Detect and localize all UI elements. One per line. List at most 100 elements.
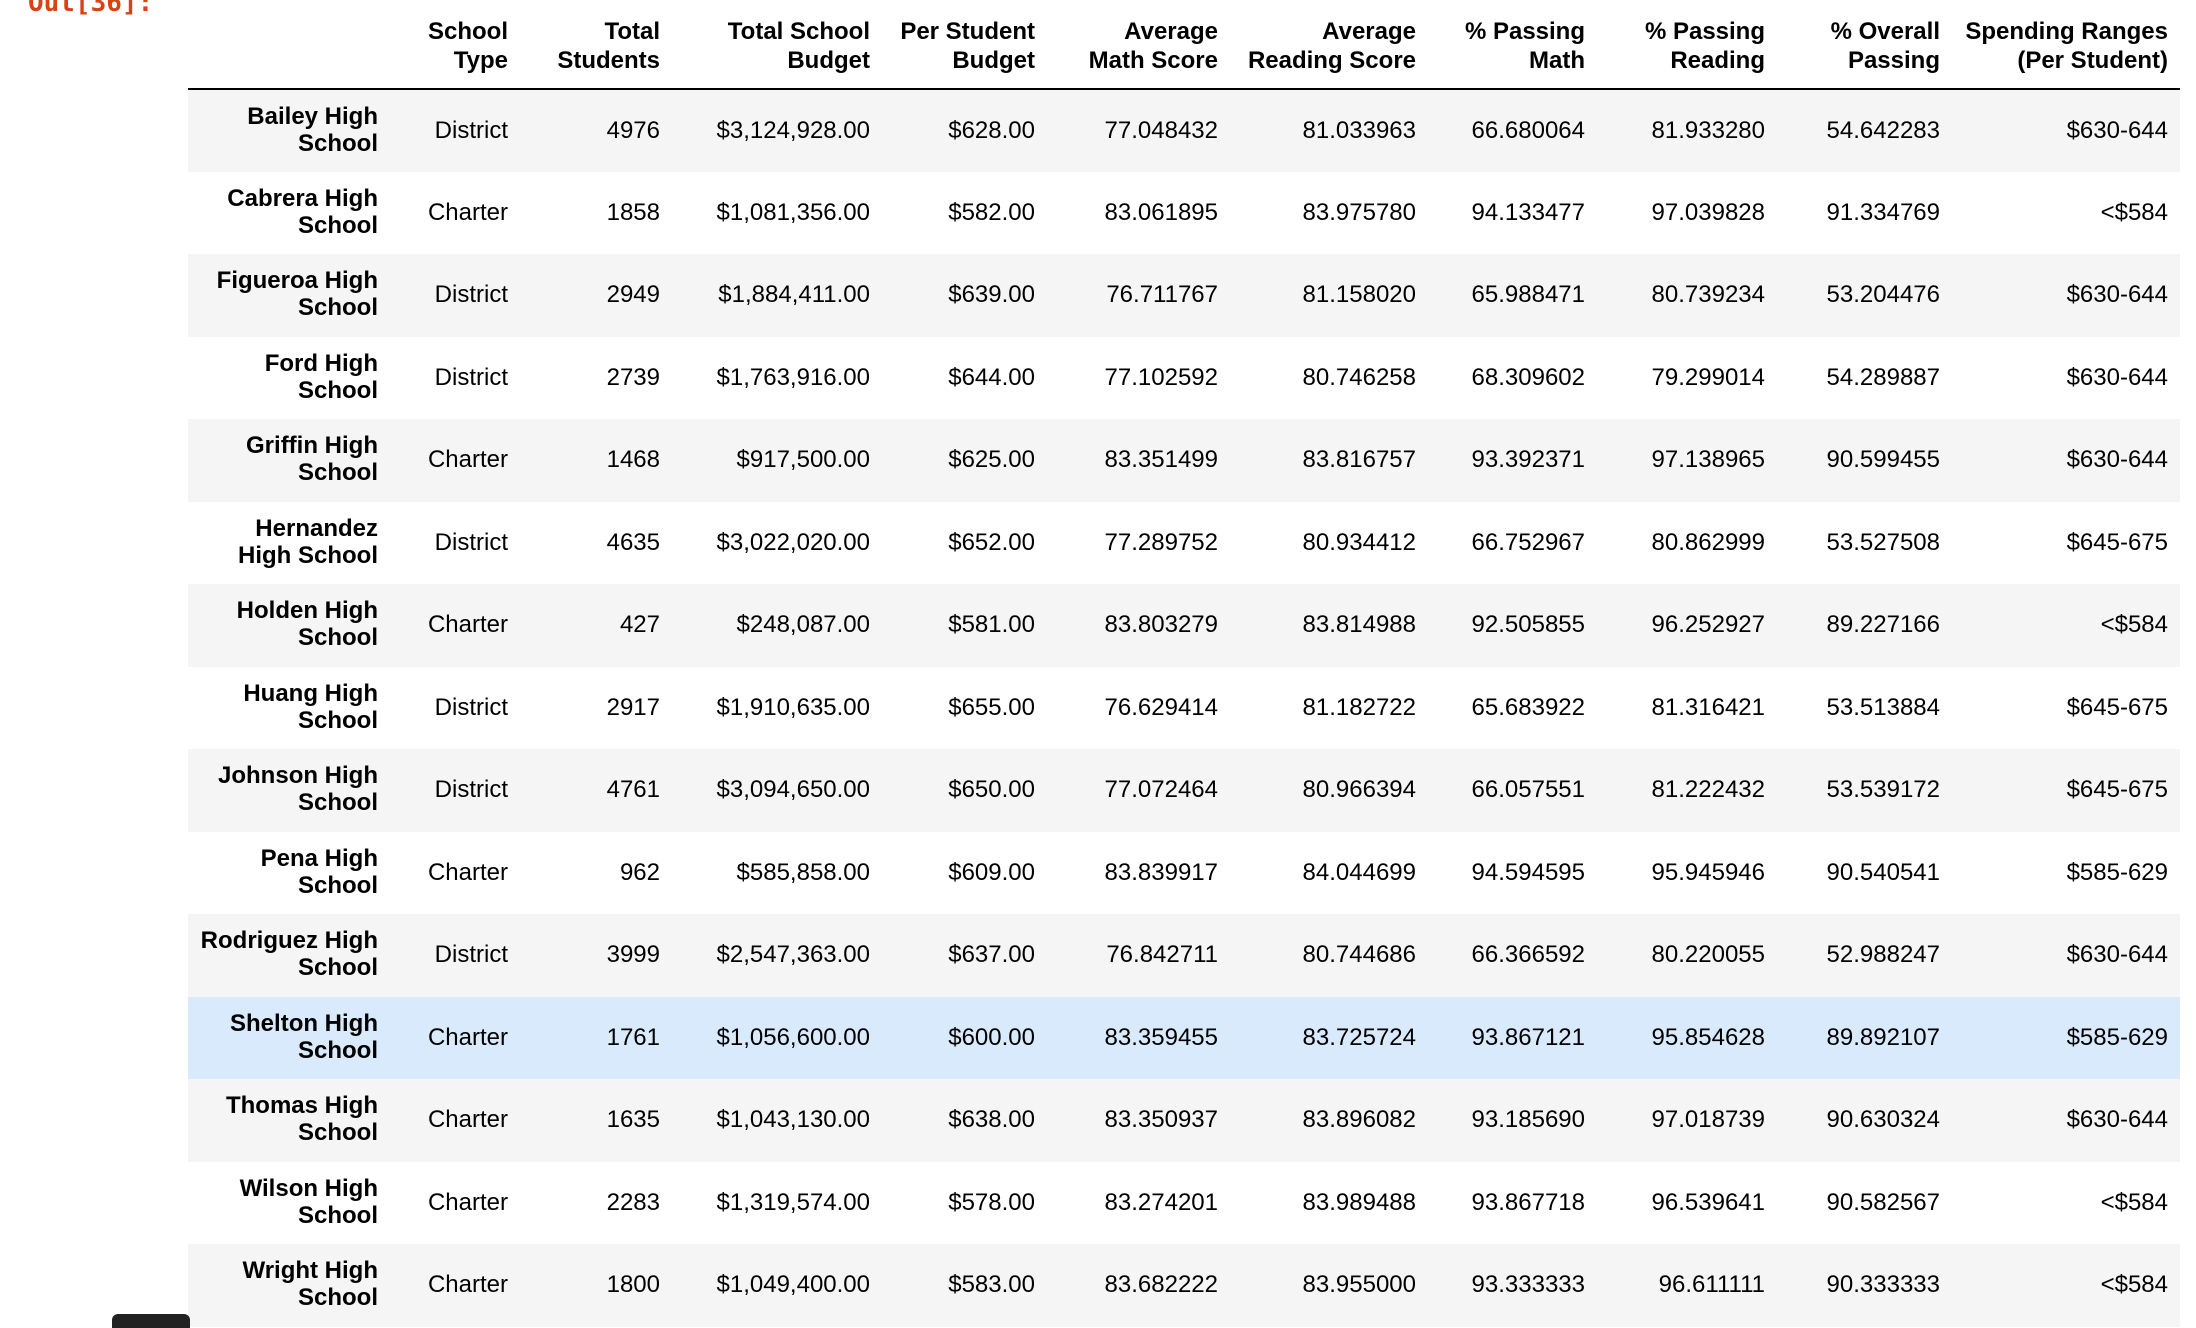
data-cell: 83.061895	[1104, 198, 1218, 226]
data-cell: 93.392371	[1471, 446, 1585, 474]
table-row[interactable]: Ford High School District 2739 $1,763,916.0…	[188, 337, 2180, 420]
school-name-cell: Figueroa High School	[216, 267, 378, 322]
data-cell: Charter	[427, 611, 508, 639]
output-prompt-label: Out[36]:	[28, 0, 154, 18]
data-cell: 83.955000	[1302, 1271, 1416, 1299]
data-cell: $655.00	[948, 693, 1035, 721]
data-cell: 95.945946	[1651, 858, 1765, 886]
data-cell: 83.803279	[1104, 611, 1218, 639]
table-row[interactable]: Pena High School Charter 962 $585,858.00 $60…	[188, 832, 2180, 915]
data-cell: 95.854628	[1651, 1023, 1765, 1051]
data-cell: <$584	[2100, 198, 2168, 226]
table-row[interactable]: Bailey High School District 4976 $3,124,928…	[188, 89, 2180, 172]
data-cell: 66.057551	[1471, 776, 1585, 804]
data-cell: 77.048432	[1104, 116, 1218, 144]
data-cell: 53.527508	[1826, 528, 1940, 556]
school-name-cell: Holden High School	[236, 597, 378, 652]
data-cell: $583.00	[948, 1271, 1035, 1299]
data-cell: 83.989488	[1302, 1188, 1416, 1216]
school-name-cell: Hernandez High School	[238, 514, 378, 569]
data-cell: 80.862999	[1651, 528, 1765, 556]
data-cell: $652.00	[948, 528, 1035, 556]
data-cell: 81.933280	[1651, 116, 1765, 144]
table-row[interactable]: Wilson High School Charter 2283 $1,319,574.…	[188, 1162, 2180, 1245]
data-cell: 96.611111	[1658, 1271, 1765, 1299]
data-cell: $639.00	[948, 281, 1035, 309]
table-body: Bailey High School District 4976 $3,124,928…	[188, 89, 2180, 1327]
data-cell: 93.867718	[1471, 1188, 1585, 1216]
data-cell: 68.309602	[1471, 363, 1585, 391]
header-row: School Type Total Students Total School Bu…	[188, 10, 2180, 90]
school-name-cell: Thomas High School	[225, 1092, 378, 1147]
data-cell: $644.00	[948, 363, 1035, 391]
data-cell: 79.299014	[1651, 363, 1765, 391]
data-cell: 93.185690	[1471, 1106, 1585, 1134]
data-cell: District	[434, 776, 508, 804]
data-cell: 83.274201	[1104, 1188, 1218, 1216]
data-cell: 76.711767	[1106, 281, 1218, 309]
data-cell: 76.629414	[1104, 693, 1218, 721]
data-cell: 1761	[606, 1023, 660, 1051]
column-header: School Type	[390, 10, 520, 90]
school-name-cell: Griffin High School	[246, 432, 378, 487]
school-name-cell: Ford High School	[264, 349, 378, 404]
dataframe-table: School Type Total Students Total School Bu…	[188, 10, 2180, 1327]
data-cell: 83.975780	[1302, 198, 1416, 226]
data-cell: $630-644	[2066, 1106, 2168, 1134]
table-row[interactable]: Cabrera High School Charter 1858 $1,081,356…	[188, 172, 2180, 255]
table-row[interactable]: Huang High School District 2917 $1,910,635.…	[188, 667, 2180, 750]
data-cell: $1,763,916.00	[716, 363, 870, 391]
data-cell: 66.680064	[1471, 116, 1585, 144]
data-cell: $248,087.00	[736, 611, 870, 639]
data-cell: $585-629	[2066, 1023, 2168, 1051]
data-cell: $609.00	[948, 858, 1035, 886]
data-cell: District	[434, 941, 508, 969]
data-cell: 90.599455	[1826, 446, 1940, 474]
data-cell: 54.642283	[1826, 116, 1940, 144]
data-cell: District	[434, 693, 508, 721]
data-cell: 53.204476	[1826, 281, 1940, 309]
data-cell: 2917	[606, 693, 660, 721]
data-cell: Charter	[427, 1106, 508, 1134]
table-row[interactable]: Hernandez High School District 4635 $3,022,…	[188, 502, 2180, 585]
data-cell: 94.594595	[1471, 858, 1585, 886]
data-cell: <$584	[2100, 611, 2168, 639]
data-cell: $628.00	[948, 116, 1035, 144]
data-cell: 2283	[606, 1188, 660, 1216]
table-row[interactable]: Wright High School Charter 1800 $1,049,400.…	[188, 1244, 2180, 1327]
index-column-header	[188, 10, 390, 90]
data-cell: 65.988471	[1471, 281, 1585, 309]
data-cell: 53.539172	[1826, 776, 1940, 804]
data-cell: $3,022,020.00	[716, 528, 870, 556]
data-cell: 96.539641	[1651, 1188, 1765, 1216]
table-row[interactable]: Holden High School Charter 427 $248,087.00 $…	[188, 584, 2180, 667]
data-cell: 80.966394	[1302, 776, 1416, 804]
column-header: Per Student Budget	[882, 10, 1047, 90]
data-cell: 91.334769	[1826, 198, 1940, 226]
data-cell: $1,910,635.00	[716, 693, 870, 721]
data-cell: 83.682222	[1104, 1271, 1218, 1299]
school-name-cell: Cabrera High School	[227, 184, 378, 239]
data-cell: 3999	[606, 941, 660, 969]
data-cell: $630-644	[2066, 363, 2168, 391]
table-row[interactable]: Johnson High School District 4761 $3,094,65…	[188, 749, 2180, 832]
table-row[interactable]: Griffin High School Charter 1468 $917,500.0…	[188, 419, 2180, 502]
data-cell: 84.044699	[1302, 858, 1416, 886]
table-row[interactable]: Thomas High School Charter 1635 $1,043,130.…	[188, 1079, 2180, 1162]
column-header: Spending Ranges (Per Student)	[1952, 10, 2180, 90]
column-header: Total School Budget	[672, 10, 882, 90]
data-cell: $1,081,356.00	[716, 198, 870, 226]
table-row[interactable]: Shelton High School Charter 1761 $1,056,600…	[188, 996, 2180, 1079]
data-cell: $2,547,363.00	[716, 941, 870, 969]
data-cell: $1,043,130.00	[716, 1106, 870, 1134]
data-cell: 83.816757	[1302, 446, 1416, 474]
data-cell: 4761	[606, 776, 660, 804]
data-cell: 66.752967	[1471, 528, 1585, 556]
data-cell: 90.540541	[1826, 858, 1940, 886]
table-row[interactable]: Figueroa High School District 2949 $1,884,4…	[188, 254, 2180, 337]
data-cell: 83.896082	[1302, 1106, 1416, 1134]
data-cell: 83.359455	[1104, 1023, 1218, 1051]
table-row[interactable]: Rodriguez High School District 3999 $2,547,…	[188, 914, 2180, 997]
data-cell: <$584	[2100, 1271, 2168, 1299]
data-cell: 93.867121	[1471, 1023, 1585, 1051]
